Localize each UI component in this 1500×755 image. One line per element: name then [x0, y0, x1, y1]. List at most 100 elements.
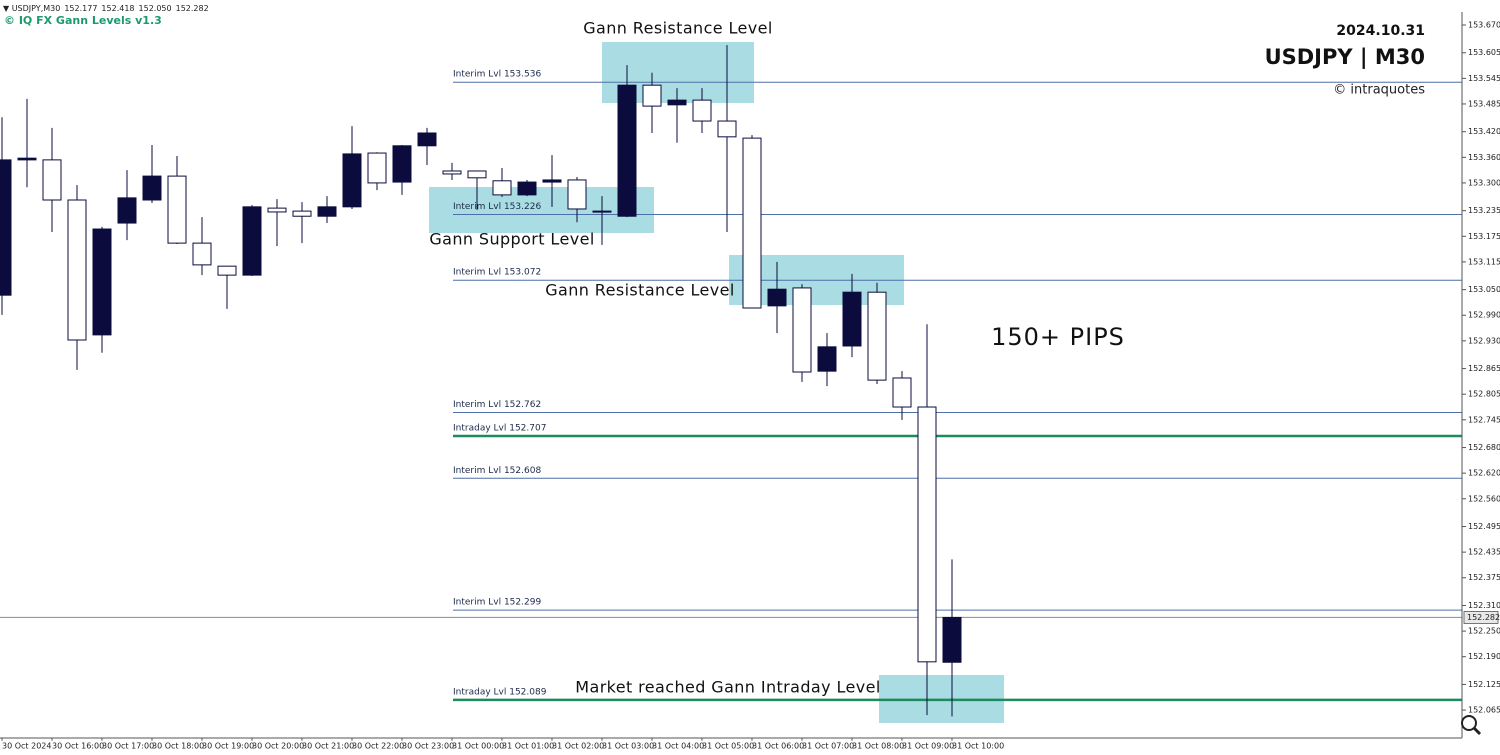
level-label: Interim Lvl 153.072 [453, 268, 541, 278]
levels: Interim Lvl 153.536 Interim Lvl 153.226 In… [0, 70, 1462, 702]
candles [0, 45, 962, 717]
y-tick-label: 152.495 [1468, 522, 1500, 531]
candle-body [542, 179, 562, 183]
candle-body [67, 199, 87, 341]
indicator-name: © IQ FX Gann Levels v1.3 [4, 14, 162, 27]
annotation: Market reached Gann Intraday Level [575, 678, 880, 697]
y-tick-label: 153.605 [1468, 48, 1500, 57]
x-tick-label: 30 Oct 2024 [2, 741, 51, 750]
y-tick-label: 152.250 [1468, 627, 1500, 636]
candle-body [492, 180, 512, 196]
y-tick-label: 152.745 [1468, 415, 1500, 424]
x-tick-label: 31 Oct 07:00 [802, 741, 854, 750]
candle-body [0, 159, 12, 296]
candle-body [767, 288, 787, 307]
candle-body [642, 84, 662, 107]
ohlc-high: 152.418 [101, 4, 134, 13]
x-tick-label: 30 Oct 18:00 [152, 741, 204, 750]
candle-body [592, 210, 612, 213]
candle-body [142, 175, 162, 201]
candle-body [942, 616, 962, 663]
candle-body [567, 179, 587, 210]
ohlc-low: 152.050 [139, 4, 172, 13]
candle-body [467, 170, 487, 179]
credit: © intraquotes [1333, 83, 1425, 98]
y-tick-label: 153.360 [1468, 153, 1500, 162]
x-tick-label: 30 Oct 20:00 [252, 741, 304, 750]
annotation: Gann Resistance Level [583, 19, 773, 38]
x-tick-label: 30 Oct 16:00 [52, 741, 104, 750]
candle-body [817, 346, 837, 372]
x-tick-label: 31 Oct 09:00 [902, 741, 954, 750]
chart-title: USDJPY | M30 [1265, 45, 1425, 70]
candle-body [217, 265, 237, 276]
y-tick-label: 153.235 [1468, 206, 1500, 215]
x-tick-label: 30 Oct 17:00 [102, 741, 154, 750]
y-tick-label: 153.050 [1468, 285, 1500, 294]
zoom-icon[interactable] [1461, 715, 1482, 736]
zoom-handle[interactable] [1472, 726, 1482, 736]
y-tick-label: 152.125 [1468, 680, 1500, 689]
candle-body [192, 242, 212, 266]
level-label: Interim Lvl 153.226 [453, 202, 541, 212]
y-tick-label: 153.545 [1468, 74, 1500, 83]
candle-body [742, 137, 762, 309]
price-tag [1463, 611, 1499, 624]
candle-body [292, 210, 312, 217]
candle-body [42, 159, 62, 201]
y-tick-label: 152.865 [1468, 364, 1500, 373]
y-tick-label: 152.990 [1468, 311, 1500, 320]
candle-body [792, 287, 812, 373]
annotation: Gann Resistance Level [545, 281, 735, 300]
level-label: Interim Lvl 152.299 [453, 598, 541, 608]
annotation: 150+ PIPS [991, 323, 1125, 351]
menu-arrow: ▼ [3, 4, 12, 13]
candle-body [117, 197, 137, 224]
y-tick-label: 152.310 [1468, 601, 1500, 610]
x-tick-label: 30 Oct 22:00 [352, 741, 404, 750]
symbol: USDJPY,M30 [12, 4, 61, 13]
x-tick-label: 31 Oct 08:00 [852, 741, 904, 750]
candle-body [617, 84, 637, 217]
y-tick-label: 152.435 [1468, 548, 1500, 557]
y-tick-label: 152.620 [1468, 469, 1500, 478]
info-line: ▼ USDJPY,M30 152.177 152.418 152.050 152.282 [3, 4, 209, 13]
y-tick-label: 152.560 [1468, 494, 1500, 503]
candle-body [317, 206, 337, 217]
candle-body [17, 157, 37, 161]
price-tag-label: 152.282 [1467, 613, 1500, 622]
x-tick-label: 31 Oct 06:00 [752, 741, 804, 750]
candle-body [667, 99, 687, 106]
x-tick-label: 30 Oct 23:00 [402, 741, 454, 750]
candle-body [267, 207, 287, 213]
x-tick-label: 30 Oct 21:00 [302, 741, 354, 750]
y-tick-label: 152.805 [1468, 390, 1500, 399]
y-tick-label: 153.175 [1468, 232, 1500, 241]
y-tick-label: 153.485 [1468, 99, 1500, 108]
date: 2024.10.31 [1336, 23, 1425, 39]
candle-body [167, 175, 187, 244]
candle-body [92, 228, 112, 336]
support-box [429, 187, 654, 233]
ohlc-open: 152.177 [64, 4, 97, 13]
x-tick-label: 30 Oct 19:00 [202, 741, 254, 750]
candle-body [842, 291, 862, 347]
candle-body [867, 291, 887, 381]
level-label: Intraday Lvl 152.089 [453, 687, 547, 697]
ohlc-close: 152.282 [176, 4, 209, 13]
y-tick-label: 153.420 [1468, 127, 1500, 136]
zoom-lens[interactable] [1461, 715, 1477, 731]
candle-body [417, 132, 437, 147]
candle-body [342, 153, 362, 208]
candle-body [367, 152, 387, 184]
x-tick-label: 31 Oct 10:00 [952, 741, 1004, 750]
y-tick-label: 153.670 [1468, 21, 1500, 30]
y-tick-label: 153.300 [1468, 178, 1500, 187]
x-tick-label: 31 Oct 03:00 [602, 741, 654, 750]
candle-body [392, 145, 412, 183]
annotation: Gann Support Level [429, 230, 594, 249]
